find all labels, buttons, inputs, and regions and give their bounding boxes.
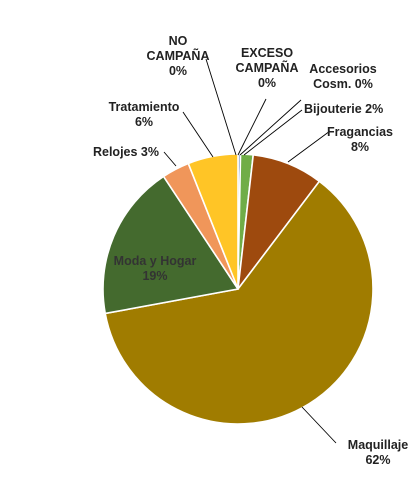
leader-lines [163, 58, 337, 444]
slice-label-bijouterie: Bijouterie 2% [304, 102, 383, 116]
leader-line-fragancias [287, 130, 331, 163]
slice-label-tratamiento: Tratamiento 6% [109, 100, 180, 129]
slice-label-relojes: Relojes 3% [93, 145, 159, 159]
leader-line-exceso-campana [237, 98, 267, 156]
pie-slice-moda-y-hogar [102, 175, 240, 315]
slice-label-exceso-campana: EXCESO CAMPAÑA 0% [236, 46, 299, 90]
leader-line-accesorios-cosm [239, 99, 302, 156]
leader-line-bijouterie [243, 109, 303, 156]
leader-line-no-campana [205, 58, 237, 156]
pie-slices [102, 153, 374, 425]
slice-labels: NO CAMPAÑA 0% EXCESO CAMPAÑA 0% Accesorios Cosm… [93, 34, 408, 467]
slice-label-moda-y-hogar: Moda y Hogar 19% [114, 254, 197, 283]
pie-slice-maquillaje [104, 180, 374, 425]
leader-line-tratamiento [182, 111, 214, 158]
slice-label-no-campana: NO CAMPAÑA 0% [147, 34, 210, 78]
slice-label-accesorios-cosm: Accesorios Cosm. 0% [309, 62, 376, 91]
slice-label-fragancias: Fragancias 8% [327, 125, 393, 154]
leader-line-maquillaje [301, 406, 337, 444]
leader-line-relojes [163, 151, 177, 167]
slice-label-maquillaje: Maquillaje 62% [348, 438, 408, 467]
